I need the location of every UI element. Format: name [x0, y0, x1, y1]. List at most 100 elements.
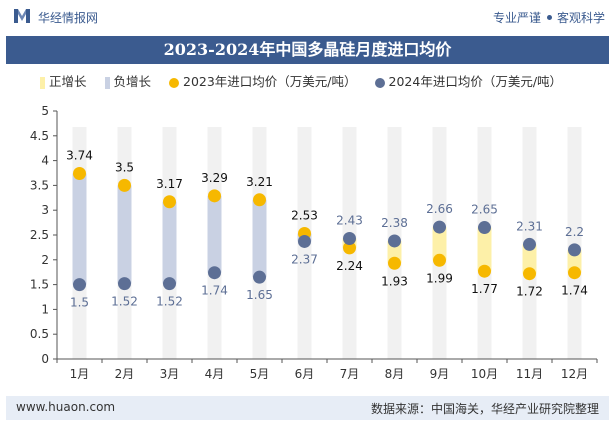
point-2024 [118, 277, 131, 291]
positive-change-bar [387, 240, 402, 264]
x-tick-label: 8月 [385, 367, 405, 381]
y-tick-label: 1 [41, 302, 49, 316]
data-label-2023: 1.99 [426, 271, 453, 285]
y-tick-label: 2 [41, 253, 49, 267]
top-bar: 华经情报网 专业严谨 客观科学 [0, 0, 615, 36]
legend-item-negative: 负增长 [104, 71, 152, 90]
point-2023 [433, 253, 446, 267]
legend-swatch-2024 [374, 77, 385, 88]
tagline-left: 专业严谨 [492, 11, 541, 25]
point-2024 [343, 231, 356, 245]
data-label-2024: 2.65 [471, 203, 498, 217]
footer: www.huaon.com 数据来源：中国海关，华经产业研究院整理 [6, 396, 609, 420]
point-2023 [568, 266, 581, 280]
y-tick-label: 5 [41, 104, 49, 118]
data-label-2024: 2.43 [336, 213, 363, 227]
legend-item-2023: 2023年进口均价（万美元/吨） [169, 71, 357, 90]
tagline-dot-icon [546, 15, 552, 20]
y-tick-label: 2.5 [30, 228, 49, 242]
legend: 正增长 负增长 2023年进口均价（万美元/吨） 2024年进口均价（万美元/吨… [40, 71, 576, 91]
point-2023 [343, 241, 356, 255]
point-2023 [118, 178, 131, 192]
data-label-2024: 1.65 [246, 288, 273, 302]
data-label-2023: 2.53 [291, 209, 318, 223]
x-tick-label: 4月 [205, 367, 225, 381]
data-label-2023: 2.24 [336, 259, 363, 273]
y-tick-label: 3 [41, 203, 49, 217]
data-label-2024: 1.52 [156, 295, 183, 309]
legend-label-negative: 负增长 [113, 74, 152, 89]
point-2024 [73, 278, 86, 292]
x-tick-label: 7月 [340, 367, 360, 381]
tagline-right: 客观科学 [556, 11, 605, 25]
negative-change-bar [117, 185, 132, 284]
point-2023 [523, 267, 536, 281]
data-label-2024: 1.5 [70, 296, 89, 310]
point-2023 [388, 256, 401, 270]
y-tick-label: 4.5 [30, 129, 49, 143]
data-label-2023: 1.77 [471, 282, 498, 296]
point-2023 [73, 166, 86, 180]
point-2024 [388, 234, 401, 248]
legend-label-2024: 2024年进口均价（万美元/吨） [388, 74, 563, 89]
x-tick-label: 1月 [70, 367, 90, 381]
negative-change-bar [72, 173, 87, 285]
x-tick-label: 10月 [471, 367, 498, 381]
positive-change-bar [522, 244, 537, 274]
positive-change-bar [477, 227, 492, 272]
y-tick-label: 3.5 [30, 178, 49, 192]
data-label-2024: 2.37 [291, 252, 318, 266]
point-2024 [433, 220, 446, 234]
x-tick-label: 2月 [115, 367, 135, 381]
data-label-2023: 3.5 [115, 160, 134, 174]
y-tick-label: 1.5 [30, 278, 49, 292]
tagline: 专业严谨 客观科学 [493, 9, 605, 26]
data-label-2024: 1.74 [201, 284, 228, 298]
point-2024 [478, 221, 491, 235]
data-label-2024: 2.2 [565, 225, 584, 239]
background-column [567, 127, 582, 359]
x-tick-label: 12月 [561, 367, 588, 381]
data-label-2023: 1.74 [561, 284, 588, 298]
point-2024 [298, 234, 311, 248]
data-label-2023: 3.17 [156, 177, 183, 191]
brand-logo-icon [14, 9, 30, 23]
positive-change-bar [567, 249, 582, 273]
footer-site: www.huaon.com [16, 400, 116, 414]
data-label-2023: 3.21 [246, 175, 273, 189]
negative-change-bar [252, 199, 267, 278]
chart-title: 2023-2024年中国多晶硅月度进口均价 [163, 40, 452, 59]
negative-change-bar [207, 195, 222, 273]
point-2024 [568, 243, 581, 257]
legend-item-2024: 2024年进口均价（万美元/吨） [374, 71, 563, 90]
x-tick-label: 9月 [430, 367, 450, 381]
x-tick-label: 6月 [295, 367, 315, 381]
y-tick-label: 4 [41, 154, 49, 168]
data-label-2024: 1.52 [111, 295, 138, 309]
point-2023 [253, 193, 266, 207]
legend-swatch-positive [40, 76, 45, 89]
title-bar: 2023-2024年中国多晶硅月度进口均价 [6, 36, 609, 64]
data-label-2023: 3.29 [201, 171, 228, 185]
data-label-2023: 1.93 [381, 274, 408, 288]
legend-swatch-negative [104, 76, 110, 89]
y-tick-label: 0 [41, 352, 49, 366]
legend-item-positive: 正增长 [40, 71, 87, 90]
point-2023 [208, 189, 221, 203]
negative-change-bar [162, 201, 177, 284]
footer-source: 数据来源：中国海关，华经产业研究院整理 [370, 402, 599, 416]
point-2024 [208, 266, 221, 280]
point-2023 [478, 264, 491, 278]
legend-label-2023: 2023年进口均价（万美元/吨） [183, 74, 357, 89]
legend-label-positive: 正增长 [49, 74, 87, 89]
data-label-2023: 1.72 [516, 285, 543, 299]
data-label-2023: 3.74 [66, 148, 93, 162]
x-tick-label: 5月 [250, 367, 270, 381]
positive-change-bar [432, 227, 447, 261]
data-label-2024: 2.38 [381, 216, 408, 230]
point-2024 [253, 270, 266, 284]
x-tick-label: 11月 [516, 367, 543, 381]
point-2024 [523, 237, 536, 251]
